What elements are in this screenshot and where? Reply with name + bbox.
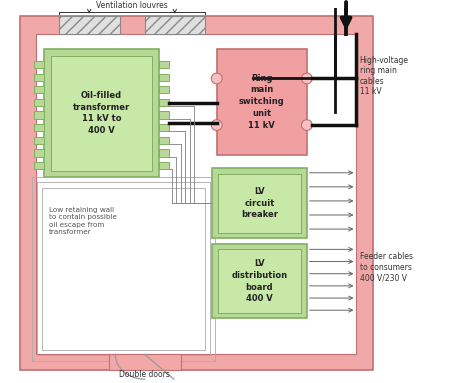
Text: LV
distribution
board
400 V: LV distribution board 400 V bbox=[231, 259, 288, 303]
Bar bbox=[34, 162, 44, 169]
Bar bbox=[51, 56, 152, 170]
Bar bbox=[212, 244, 307, 318]
Bar bbox=[59, 16, 120, 33]
Text: Double doors: Double doors bbox=[119, 370, 170, 379]
Bar bbox=[218, 249, 301, 313]
Bar bbox=[34, 74, 44, 81]
Circle shape bbox=[211, 73, 222, 84]
Bar bbox=[159, 61, 169, 68]
Bar bbox=[159, 124, 169, 131]
Bar bbox=[109, 354, 181, 370]
Bar bbox=[20, 16, 373, 370]
Bar bbox=[36, 33, 356, 354]
Bar bbox=[34, 111, 44, 119]
Bar bbox=[34, 124, 44, 131]
Bar bbox=[37, 182, 210, 355]
Bar bbox=[31, 177, 215, 361]
Text: Feeder cables
to consumers
400 V/230 V: Feeder cables to consumers 400 V/230 V bbox=[360, 252, 412, 282]
Circle shape bbox=[211, 119, 222, 131]
Bar bbox=[34, 149, 44, 157]
Bar bbox=[34, 61, 44, 68]
Bar bbox=[34, 137, 44, 144]
Text: LV
circuit
breaker: LV circuit breaker bbox=[241, 187, 278, 219]
Circle shape bbox=[301, 73, 312, 84]
Text: Ring
main
switching
unit
11 kV: Ring main switching unit 11 kV bbox=[239, 74, 285, 130]
Bar bbox=[212, 168, 307, 238]
Bar bbox=[218, 173, 301, 233]
Bar bbox=[159, 74, 169, 81]
Bar bbox=[34, 86, 44, 93]
Bar bbox=[159, 99, 169, 106]
Bar bbox=[159, 86, 169, 93]
Bar bbox=[159, 162, 169, 169]
Bar bbox=[34, 99, 44, 106]
Text: High-voltage
ring main
cables
11 kV: High-voltage ring main cables 11 kV bbox=[360, 56, 409, 96]
Bar bbox=[44, 49, 159, 177]
Text: Oil-filled
transformer
11 kV to
400 V: Oil-filled transformer 11 kV to 400 V bbox=[73, 91, 130, 135]
Text: Low retaining wall
to contain possible
oil escape from
transformer: Low retaining wall to contain possible o… bbox=[49, 206, 117, 235]
Bar bbox=[217, 49, 307, 155]
Bar bbox=[145, 16, 205, 33]
Text: Ventilation louvres: Ventilation louvres bbox=[96, 1, 168, 10]
Bar bbox=[159, 137, 169, 144]
Bar bbox=[159, 111, 169, 119]
Circle shape bbox=[301, 119, 312, 131]
Bar bbox=[159, 149, 169, 157]
Bar bbox=[42, 188, 205, 350]
